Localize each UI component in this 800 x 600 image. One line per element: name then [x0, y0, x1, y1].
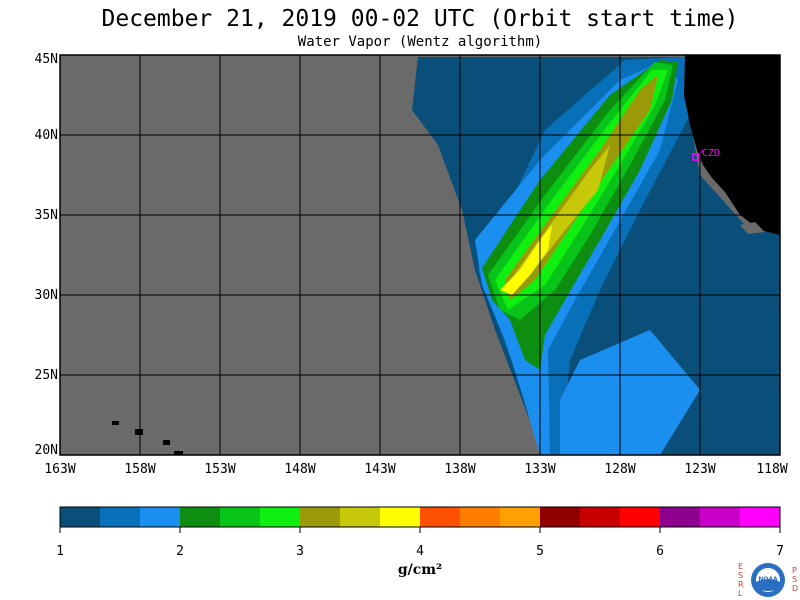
- colorbar-tick-2: 2: [176, 544, 184, 559]
- colorbar-segment: [260, 507, 301, 527]
- island-maui: [163, 440, 170, 445]
- grid-lines: [60, 55, 780, 455]
- station-marker-czd: [692, 153, 700, 161]
- colorbar: [59, 506, 781, 533]
- colorbar-segment: [460, 507, 501, 527]
- logo-letter-s2: S: [792, 575, 798, 584]
- colorbar-segment: [500, 507, 541, 527]
- colorbar-segment: [420, 507, 461, 527]
- lon-label-163w: 163W: [44, 462, 76, 477]
- colorbar-segment: [740, 507, 781, 527]
- colorbar-segment: [620, 507, 661, 527]
- lat-label-45n: 45N: [34, 52, 58, 67]
- lon-label-153w: 153W: [204, 462, 236, 477]
- colorbar-segment: [60, 507, 101, 527]
- colorbar-segment: [180, 507, 221, 527]
- chart-title: December 21, 2019 00-02 UTC (Orbit start…: [101, 6, 739, 32]
- colorbar-tick-4: 4: [416, 544, 424, 559]
- land-north-america: [684, 55, 780, 235]
- lat-label-40n: 40N: [34, 128, 58, 143]
- colorbar-tick-3: 3: [296, 544, 304, 559]
- lon-label-148w: 148W: [284, 462, 316, 477]
- colorbar-segment: [340, 507, 381, 527]
- moisture-core-light-olive: [512, 145, 610, 278]
- colorbar-segment: [540, 507, 581, 527]
- lon-label-138w: 138W: [444, 462, 476, 477]
- noaa-seal-icon: NOAA: [751, 563, 785, 597]
- noaa-logo: E S R L NOAA P S D: [736, 560, 800, 600]
- colorbar-segment: [380, 507, 421, 527]
- island-hawaii: [174, 451, 183, 455]
- colorbar-tick-7: 7: [776, 544, 784, 559]
- lon-label-133w: 133W: [524, 462, 556, 477]
- moisture-core-yellow: [500, 225, 552, 295]
- island-oahu: [135, 429, 143, 435]
- logo-letter-p: P: [792, 566, 797, 575]
- logo-letter-d: D: [792, 584, 799, 593]
- noaa-seal-text: NOAA: [758, 576, 778, 583]
- colorbar-segment: [220, 507, 261, 527]
- colorbar-segment: [580, 507, 621, 527]
- station-label: CZD: [702, 148, 720, 159]
- colorbar-segment: [100, 507, 141, 527]
- lon-label-158w: 158W: [124, 462, 156, 477]
- swath-bright-blue-south: [560, 330, 700, 455]
- lat-label-25n: 25N: [34, 368, 58, 383]
- chart-subtitle: Water Vapor (Wentz algorithm): [297, 34, 543, 50]
- colorbar-segment: [700, 507, 741, 527]
- land-gray-coast: [740, 222, 765, 234]
- colorbar-tick-5: 5: [536, 544, 544, 559]
- map-frame: [59, 54, 781, 456]
- logo-letter-l: L: [738, 589, 743, 598]
- logo-letter-s: S: [738, 571, 744, 580]
- colorbar-segment: [660, 507, 701, 527]
- logo-letter-r: R: [738, 580, 744, 589]
- lat-label-30n: 30N: [34, 288, 58, 303]
- island-kauai: [112, 421, 119, 425]
- lon-label-143w: 143W: [364, 462, 396, 477]
- lat-label-35n: 35N: [34, 208, 58, 223]
- logo-letter-e: E: [738, 562, 744, 571]
- colorbar-tick-1: 1: [56, 544, 64, 559]
- colorbar-units: g/cm²: [397, 562, 443, 578]
- lon-label-123w: 123W: [684, 462, 716, 477]
- colorbar-segment: [300, 507, 341, 527]
- colorbar-tick-6: 6: [656, 544, 664, 559]
- lon-label-118w: 118W: [756, 462, 788, 477]
- lat-label-20n: 20N: [34, 443, 58, 458]
- lon-label-128w: 128W: [604, 462, 636, 477]
- colorbar-segment: [140, 507, 181, 527]
